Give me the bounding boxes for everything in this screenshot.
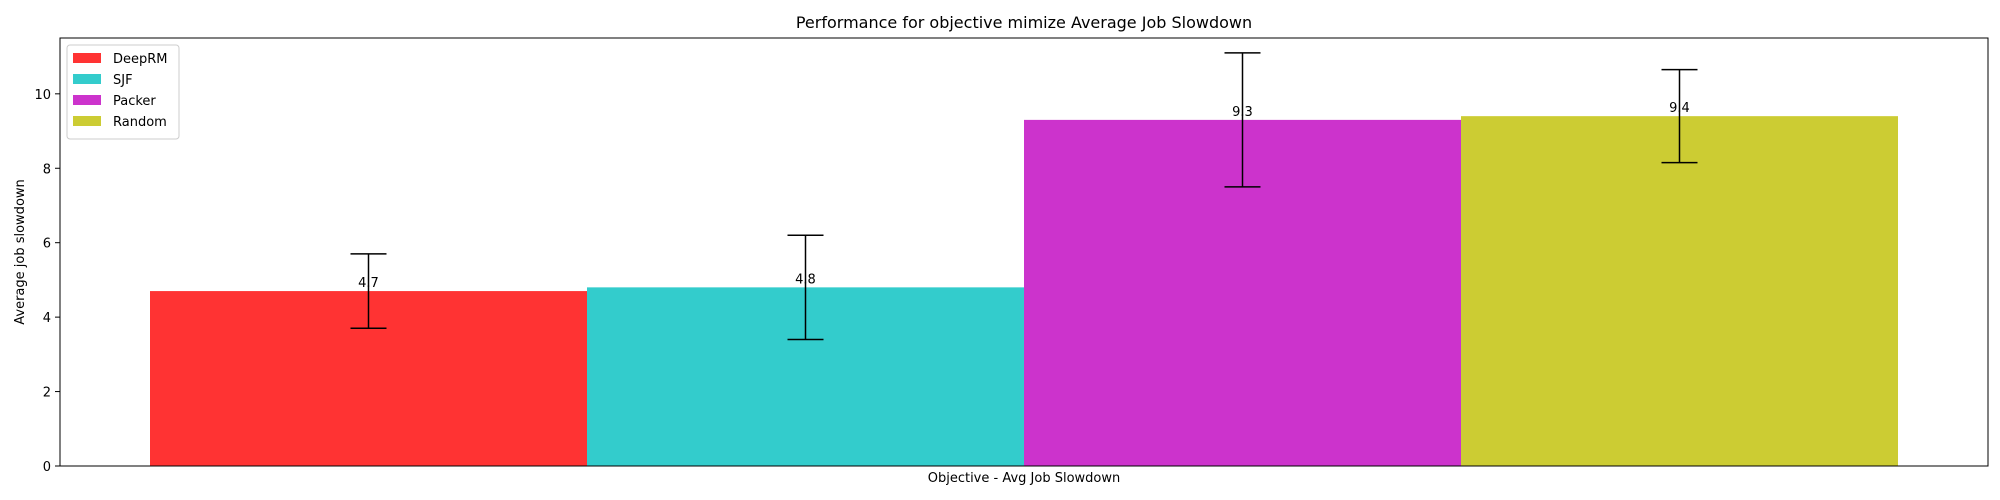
y-axis: 0 2 4 6 8 10 [34,88,60,475]
y-tick-label: 0 [43,460,51,475]
data-label-deeprm: 4.7 [358,276,379,291]
error-bar-group [350,52,1698,341]
data-label-group: 4.7 4.8 9.3 9.4 [358,101,1690,291]
bar-group [150,116,1898,466]
legend-box [66,44,180,140]
legend-swatch-deeprm [73,53,101,63]
x-axis-label: Objective - Avg Job Slowdown [928,471,1121,486]
data-label-sjf: 4.8 [795,272,816,287]
y-tick-label: 8 [43,162,51,177]
y-tick-label: 6 [43,237,51,252]
bar-random [1461,116,1898,466]
y-tick-label: 10 [34,88,51,103]
chart-title: Performance for objective mimize Average… [796,13,1252,32]
data-label-packer: 9.3 [1232,105,1253,120]
legend-label-packer: Packer [113,94,156,109]
legend: DeepRM SJF Packer Random [66,44,180,140]
y-axis-label: Average job slowdown [13,179,28,325]
y-tick-label: 2 [43,386,51,401]
legend-swatch-packer [73,95,101,105]
data-label-random: 9.4 [1669,101,1690,116]
legend-swatch-sjf [73,74,101,84]
legend-label-sjf: SJF [113,73,133,88]
legend-label-deeprm: DeepRM [113,52,168,67]
y-tick-label: 4 [43,311,51,326]
legend-swatch-random [73,116,101,126]
plot-frame [59,37,1989,467]
legend-label-random: Random [113,115,167,130]
